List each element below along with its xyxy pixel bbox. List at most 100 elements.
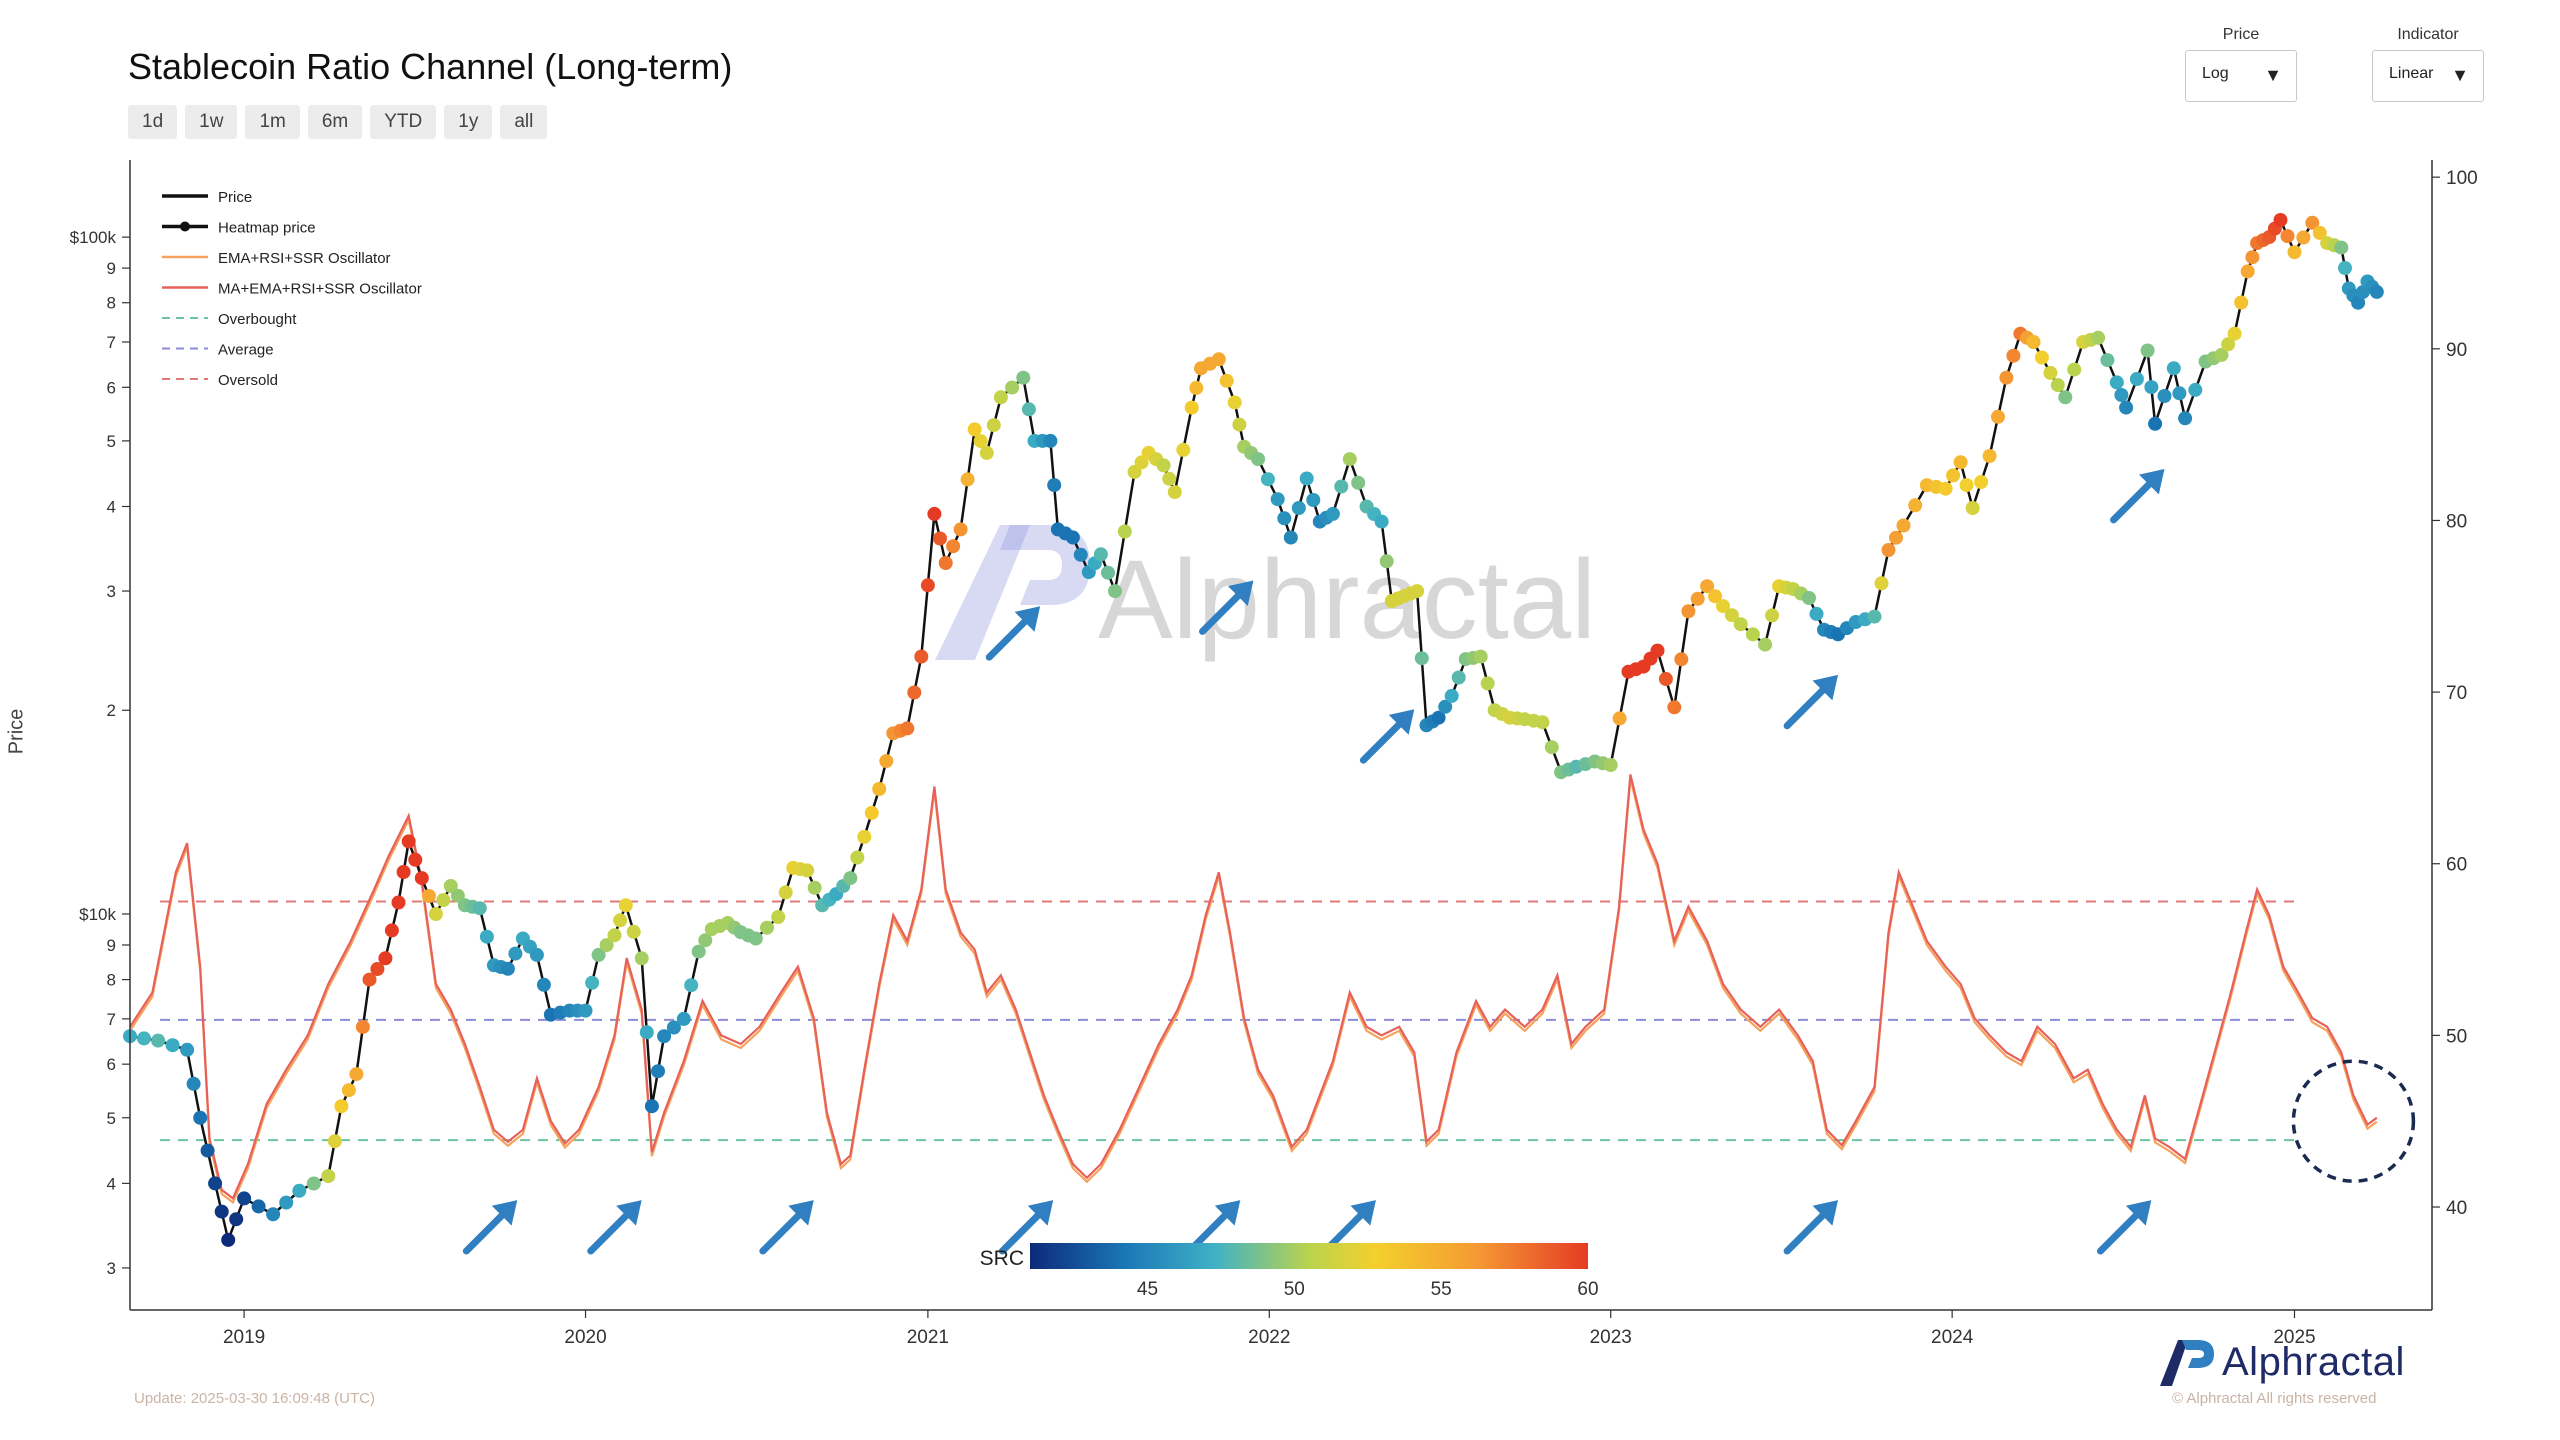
heatmap-price-point [500, 961, 515, 976]
legend-swatch-dot [180, 221, 190, 232]
heatmap-price-point [2157, 389, 2172, 403]
heatmap-price-point [1658, 672, 1673, 686]
heatmap-price-point [933, 531, 947, 546]
arrow-head [2139, 468, 2165, 495]
price-scale-select[interactable]: Log ▼ [2185, 50, 2297, 102]
dropdown-arrow-icon: ▼ [2451, 65, 2469, 85]
heatmap-price-point [2058, 390, 2073, 405]
left-tick-label: 4 [107, 497, 116, 516]
left-tick-label: 7 [107, 333, 116, 352]
range-button-1y[interactable]: 1y [444, 105, 493, 139]
legend-item: Oversold [162, 372, 278, 389]
colorbar-title: SRC [980, 1247, 1024, 1270]
heatmap-price-point [691, 944, 706, 959]
heatmap-price-point [229, 1212, 244, 1227]
heatmap-price-point [2034, 350, 2049, 365]
left-tick-label: 4 [107, 1174, 116, 1193]
heatmap-price-point [2114, 388, 2129, 402]
heatmap-price-point [428, 907, 443, 921]
heatmap-price-point [200, 1143, 215, 1158]
heatmap-price-point [2148, 416, 2163, 431]
range-button-1m[interactable]: 1m [245, 105, 300, 139]
heatmap-price-point [414, 871, 429, 886]
heatmap-price-point [1021, 402, 1036, 417]
heatmap-price-point [1334, 479, 1349, 494]
heatmap-price-point [1117, 524, 1132, 539]
heatmap-price-point [1650, 643, 1665, 658]
heatmap-price-point [1065, 530, 1080, 545]
right-tick-label: 40 [2446, 1198, 2467, 1219]
heatmap-price-point [1219, 373, 1234, 388]
legend-item: Overbought [162, 311, 297, 328]
arrow-shaft [998, 1212, 1042, 1255]
heatmap-price-point [1765, 608, 1780, 623]
right-tick-label: 90 [2446, 340, 2467, 361]
heatmap-price-point [334, 1099, 349, 1114]
heatmap-price-point [872, 782, 887, 796]
indicator-scale-select[interactable]: Linear ▼ [2372, 50, 2484, 102]
legend-item: Heatmap price [162, 220, 316, 237]
heatmap-price-point [292, 1183, 307, 1198]
heatmap-price-point [2287, 245, 2302, 260]
left-tick-label: 8 [107, 294, 116, 313]
dropdown-arrow-icon: ▼ [2264, 65, 2282, 85]
heatmap-price-point [599, 938, 614, 953]
left-tick-label: $10k [79, 905, 116, 924]
watermark-logo-accent [1000, 525, 1090, 605]
heatmap-price-point [443, 879, 458, 893]
watermark-logo-icon [935, 525, 1030, 660]
heatmap-price-point [864, 805, 879, 820]
heatmap-price-point [151, 1033, 166, 1048]
heatmap-price-point [1176, 442, 1191, 457]
range-button-ytd[interactable]: YTD [370, 105, 437, 139]
heatmap-price-point [306, 1176, 321, 1191]
arrow-head [1014, 606, 1041, 632]
heatmap-price-point [618, 898, 633, 913]
heatmap-price-point [634, 951, 649, 966]
right-tick-label: 80 [2446, 511, 2467, 532]
heatmap-price-point [508, 946, 523, 961]
legend-label: Average [218, 342, 274, 359]
heatmap-price-points [123, 213, 2384, 1247]
heatmap-price-point [1101, 565, 1115, 580]
annotation-arrow [587, 1200, 642, 1255]
heatmap-price-point [1410, 584, 1425, 599]
x-tick-label: 2022 [1248, 1327, 1290, 1348]
legend-label: Oversold [218, 372, 278, 389]
heatmap-price-point [1974, 475, 1989, 489]
annotation-arrow [2110, 468, 2165, 524]
right-tick-label: 50 [2446, 1026, 2467, 1047]
range-button-1d[interactable]: 1d [128, 105, 178, 139]
arrow-shaft [759, 1212, 802, 1255]
x-tick-label: 2020 [564, 1327, 606, 1348]
arrow-shaft [1783, 1212, 1826, 1255]
heatmap-price-point [1716, 599, 1730, 614]
price-scale-control: Price Log ▼ [2185, 26, 2297, 102]
heatmap-price-point [1938, 481, 1953, 496]
heatmap-price-point [857, 829, 872, 844]
heatmap-price-point [967, 422, 982, 437]
heatmap-price-point [436, 893, 451, 907]
heatmap-price-point [2109, 375, 2124, 390]
heatmap-price-point [644, 1099, 659, 1114]
annotation-arrow [2096, 1200, 2152, 1255]
annotation-arrow [1359, 709, 1415, 764]
heatmap-price-point [1690, 591, 1705, 606]
heatmap-price-point [2296, 230, 2311, 245]
heatmap-price-point [2214, 347, 2229, 362]
heatmap-price-point [1005, 380, 1020, 395]
annotation-arrow [1198, 580, 1254, 635]
heatmap-price-point [378, 951, 393, 966]
range-button-all[interactable]: all [500, 105, 548, 139]
left-tick-label: 5 [107, 1109, 116, 1128]
heatmap-price-point [1612, 711, 1627, 726]
heatmap-price-point [639, 1025, 654, 1040]
heatmap-price-point [1965, 501, 1980, 515]
heatmap-price-point [684, 978, 699, 993]
heatmap-price-point [2280, 229, 2295, 244]
annotation-arrow [759, 1200, 814, 1255]
range-button-6m[interactable]: 6m [307, 105, 363, 139]
left-tick-label: 9 [107, 936, 116, 955]
range-button-1w[interactable]: 1w [185, 105, 238, 139]
